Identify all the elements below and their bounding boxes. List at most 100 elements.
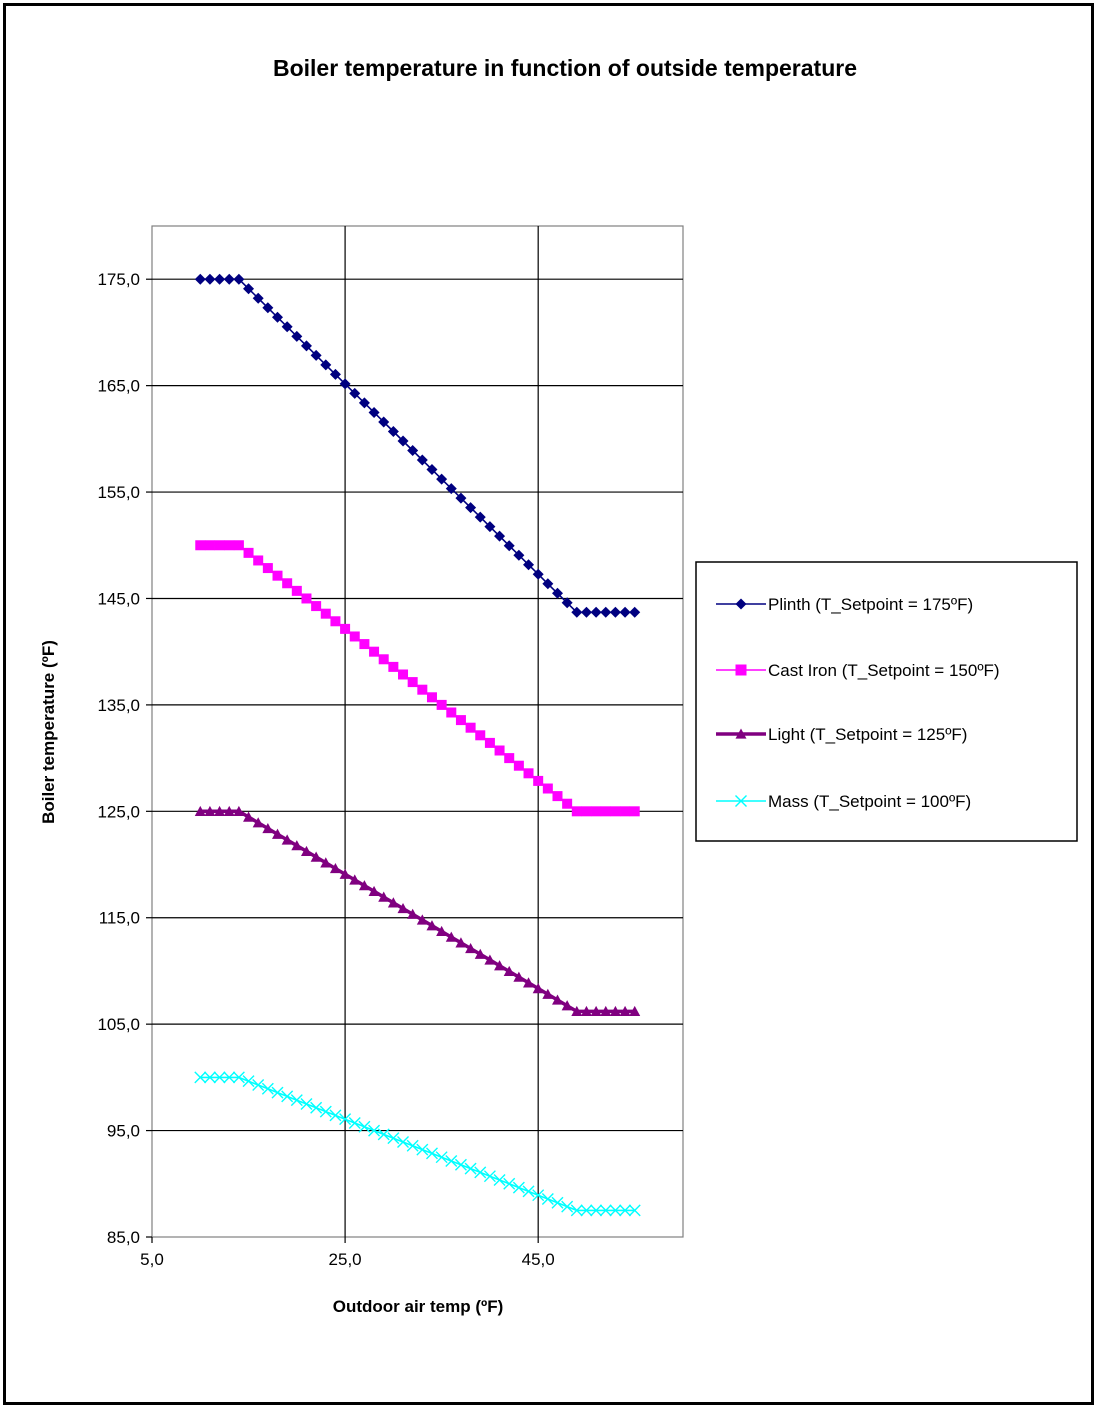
legend: Plinth (T_Setpoint = 175ºF) Cast Iron (T_… — [716, 595, 1000, 811]
data-point — [629, 606, 641, 618]
y-tick-label: 95,0 — [107, 1122, 140, 1141]
marker-stroke — [580, 1204, 593, 1217]
data-point — [262, 563, 273, 574]
x-tick-label: 25,0 — [329, 1250, 362, 1269]
marker-stroke — [483, 1170, 496, 1183]
data-point — [455, 937, 467, 948]
data-point — [368, 885, 380, 897]
data-point — [600, 1005, 612, 1017]
legend-swatch-marker — [735, 728, 747, 739]
data-point — [310, 1101, 323, 1114]
marker-stroke — [368, 1124, 381, 1137]
x-axis-title: Outdoor air temp (ºF) — [333, 1297, 504, 1316]
data-point — [465, 943, 477, 954]
data-point — [609, 1005, 621, 1017]
data-point — [300, 1097, 313, 1110]
data-point — [329, 368, 341, 380]
data-point — [562, 798, 573, 809]
data-point — [223, 1071, 236, 1084]
marker-stroke — [387, 1132, 400, 1145]
data-point — [291, 330, 303, 342]
marker-stroke — [551, 1196, 564, 1209]
data-point — [261, 1082, 274, 1095]
marker-stroke — [512, 1181, 525, 1194]
y-tick-label: 115,0 — [99, 909, 140, 928]
data-point — [214, 273, 226, 285]
data-point — [368, 406, 380, 418]
data-point — [233, 805, 245, 816]
data-point — [541, 1192, 554, 1205]
data-point — [262, 302, 274, 314]
data-point — [369, 646, 380, 657]
series-line — [200, 1076, 635, 1212]
data-point — [233, 273, 245, 285]
data-point — [358, 397, 370, 409]
chart-title: Boiler temperature in function of outsid… — [273, 55, 857, 81]
marker-stroke — [570, 1204, 583, 1217]
marker-stroke — [474, 1166, 487, 1179]
data-point — [446, 707, 457, 718]
data-point — [561, 1200, 574, 1213]
marker-stroke — [464, 1162, 477, 1175]
y-tick-label: 125,0 — [97, 802, 140, 821]
data-point — [290, 1094, 303, 1107]
series-triangle — [194, 805, 641, 1017]
data-point — [300, 340, 312, 352]
data-point — [243, 811, 255, 822]
data-point — [377, 1128, 390, 1141]
data-point — [523, 768, 534, 779]
plot-area — [151, 225, 684, 1238]
tick-labels: 85,0 95,0 105,0 115,0 125,0 135,0 145,0 155,0 16… — [97, 270, 554, 1269]
data-point — [416, 454, 428, 466]
marker-stroke — [242, 1075, 255, 1088]
data-point — [224, 540, 235, 551]
data-point — [465, 722, 476, 733]
data-point — [253, 555, 264, 566]
data-point — [204, 273, 216, 285]
data-point — [416, 1143, 429, 1156]
data-point — [484, 737, 495, 748]
marker-stroke — [735, 795, 747, 807]
marker-stroke — [203, 1071, 216, 1084]
data-point — [436, 473, 448, 485]
data-point — [232, 1071, 245, 1084]
data-point — [532, 568, 544, 580]
marker-stroke — [339, 1113, 352, 1126]
series-line — [200, 809, 635, 1014]
data-point — [252, 817, 264, 828]
y-tick-label: 105,0 — [97, 1015, 140, 1034]
data-point — [454, 1158, 467, 1171]
data-point — [310, 349, 322, 361]
data-point — [455, 715, 466, 726]
marker-stroke — [290, 1094, 303, 1107]
data-point — [455, 492, 467, 504]
data-point — [407, 677, 418, 688]
data-point — [628, 1204, 641, 1217]
data-point — [194, 1071, 207, 1084]
data-point — [320, 857, 332, 868]
data-point — [590, 606, 602, 618]
data-point — [329, 862, 341, 874]
data-point — [281, 321, 293, 333]
marker-stroke — [445, 1154, 458, 1167]
data-point — [378, 416, 390, 428]
data-point — [252, 1078, 265, 1091]
data-point — [397, 1135, 410, 1148]
data-point — [571, 1005, 583, 1017]
data-point — [243, 283, 255, 295]
data-point — [388, 661, 399, 672]
data-point — [406, 1139, 419, 1152]
marker-stroke — [300, 1097, 313, 1110]
data-point — [214, 540, 225, 551]
marker-stroke — [609, 1204, 622, 1217]
data-point — [223, 273, 235, 285]
legend-swatch-marker — [735, 795, 747, 807]
marker-stroke — [619, 1204, 632, 1217]
data-point — [590, 1005, 602, 1017]
data-point — [551, 587, 563, 599]
marker-stroke — [194, 1071, 207, 1084]
marker-stroke — [271, 1086, 284, 1099]
y-tick-label: 85,0 — [107, 1228, 140, 1247]
data-point — [494, 960, 506, 971]
legend-swatch-marker — [735, 664, 747, 676]
